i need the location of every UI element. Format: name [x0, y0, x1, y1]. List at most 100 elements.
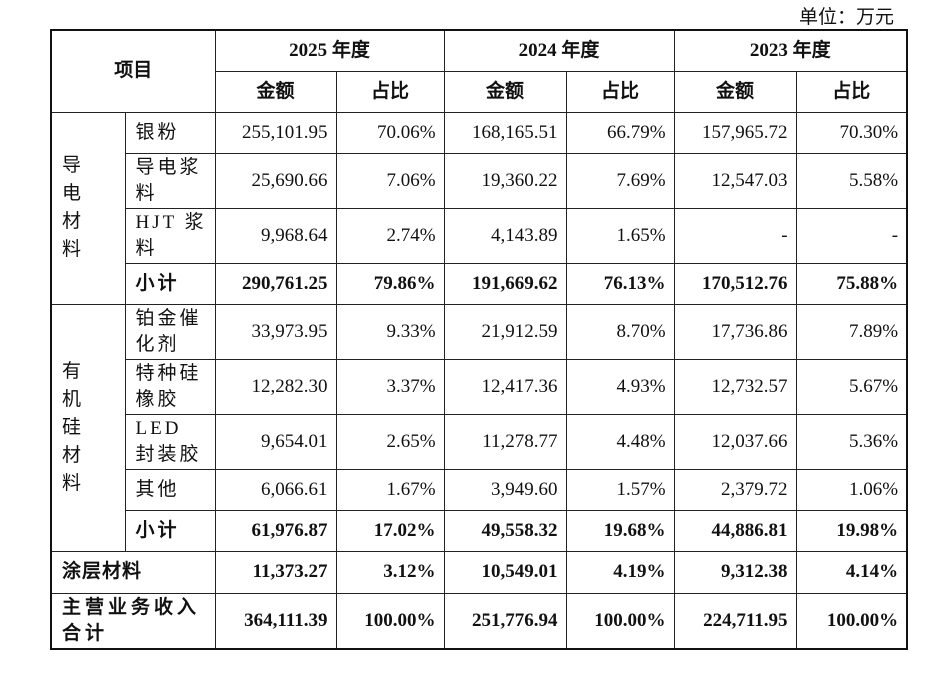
subtotal-row: 小计 290,761.25 79.86% 191,669.62 76.13% 1…: [51, 262, 908, 305]
cell-value: 75.88%: [795, 262, 908, 305]
header-amount: 金额: [214, 70, 337, 113]
cell-value: -: [795, 207, 908, 264]
cell-value: 19.68%: [565, 509, 675, 552]
cell-value: 7.89%: [795, 303, 908, 360]
header-ratio: 占比: [335, 70, 445, 113]
cell-value: 17,736.86: [673, 303, 797, 360]
header-ratio: 占比: [565, 70, 675, 113]
cell-value: 17.02%: [335, 509, 445, 552]
table-row: 导电浆料 25,690.66 7.06% 19,360.22 7.69% 12,…: [51, 152, 908, 209]
cell-value: 12,732.57: [673, 358, 797, 415]
header-ratio: 占比: [795, 70, 908, 113]
row-label: 铂金催化剂: [124, 303, 216, 360]
cell-value: 44,886.81: [673, 509, 797, 552]
row-label: HJT 浆料: [124, 207, 216, 264]
subtotal-row: 小计 61,976.87 17.02% 49,558.32 19.68% 44,…: [51, 509, 908, 552]
cell-value: 5.67%: [795, 358, 908, 415]
cell-value: 70.06%: [335, 111, 445, 154]
table-row: 导电材料 银粉 255,101.95 70.06% 168,165.51 66.…: [50, 111, 908, 305]
row-label: 主营业务收入合计: [50, 592, 216, 650]
cell-value: 157,965.72: [673, 111, 797, 154]
cell-value: 8.70%: [565, 303, 675, 360]
header-item: 项目: [50, 29, 216, 113]
row-label: 导电浆料: [124, 152, 216, 209]
cell-value: 290,761.25: [214, 262, 337, 305]
cell-value: 7.06%: [335, 152, 445, 209]
cell-value: 4,143.89: [443, 207, 567, 264]
cell-value: 1.65%: [565, 207, 675, 264]
cell-value: 12,547.03: [673, 152, 797, 209]
cell-value: 224,711.95: [673, 592, 797, 650]
table-row: LED 封装胶 9,654.01 2.65% 11,278.77 4.48% 1…: [51, 413, 908, 470]
category-silicone: 有机硅材料: [50, 303, 126, 552]
cell-value: 5.58%: [795, 152, 908, 209]
row-label: 小计: [124, 262, 216, 305]
cell-value: 25,690.66: [214, 152, 337, 209]
cell-value: 11,278.77: [443, 413, 567, 470]
cell-value: 251,776.94: [443, 592, 567, 650]
header-year-2024: 2024 年度: [443, 29, 675, 72]
row-label: 小计: [124, 509, 216, 552]
table-row: HJT 浆料 9,968.64 2.74% 4,143.89 1.65% - -: [51, 207, 908, 264]
cell-value: 12,037.66: [673, 413, 797, 470]
cell-value: 49,558.32: [443, 509, 567, 552]
cell-value: 170,512.76: [673, 262, 797, 305]
cell-value: 100.00%: [335, 592, 445, 650]
cell-value: 364,111.39: [214, 592, 337, 650]
unit-label: 单位：万元: [798, 7, 894, 28]
revenue-breakdown-table: 项目 2025 年度 2024 年度 2023 年度 金额 占比 金额 占比 金…: [50, 29, 909, 650]
cell-value: 70.30%: [795, 111, 908, 154]
row-label: 其他: [124, 468, 216, 511]
cell-value: 2,379.72: [673, 468, 797, 511]
cell-value: 9.33%: [335, 303, 445, 360]
cell-value: 4.19%: [565, 550, 675, 594]
total-row: 主营业务收入合计 364,111.39 100.00% 251,776.94 1…: [50, 592, 908, 650]
row-label: 涂层材料: [50, 550, 216, 594]
cell-value: 1.67%: [335, 468, 445, 511]
table-row: 有机硅材料 铂金催化剂 33,973.95 9.33% 21,912.59 8.…: [50, 303, 908, 552]
cell-value: 11,373.27: [214, 550, 337, 594]
cell-value: 12,282.30: [214, 358, 337, 415]
cell-value: 79.86%: [335, 262, 445, 305]
cell-value: 1.06%: [795, 468, 908, 511]
cell-value: 9,968.64: [214, 207, 337, 264]
header-year-2023: 2023 年度: [673, 29, 908, 72]
cell-value: 4.48%: [565, 413, 675, 470]
cell-value: 1.57%: [565, 468, 675, 511]
cell-value: 33,973.95: [214, 303, 337, 360]
cell-value: 12,417.36: [443, 358, 567, 415]
cell-value: 4.14%: [795, 550, 908, 594]
cell-value: 4.93%: [565, 358, 675, 415]
table-row: 其他 6,066.61 1.67% 3,949.60 1.57% 2,379.7…: [51, 468, 908, 511]
cell-value: 3.37%: [335, 358, 445, 415]
cell-value: 100.00%: [795, 592, 908, 650]
row-label: 银粉: [124, 111, 216, 154]
cell-value: 2.74%: [335, 207, 445, 264]
cell-value: 100.00%: [565, 592, 675, 650]
table-row: 特种硅橡胶 12,282.30 3.37% 12,417.36 4.93% 12…: [51, 358, 908, 415]
header-amount: 金额: [443, 70, 567, 113]
cell-value: 5.36%: [795, 413, 908, 470]
cell-value: 6,066.61: [214, 468, 337, 511]
coating-row: 涂层材料 11,373.27 3.12% 10,549.01 4.19% 9,3…: [50, 550, 908, 594]
category-conductive: 导电材料: [50, 111, 126, 305]
cell-value: 3,949.60: [443, 468, 567, 511]
cell-value: -: [673, 207, 797, 264]
cell-value: 76.13%: [565, 262, 675, 305]
header-year-2025: 2025 年度: [214, 29, 445, 72]
cell-value: 168,165.51: [443, 111, 567, 154]
row-label: 特种硅橡胶: [124, 358, 216, 415]
cell-value: 9,654.01: [214, 413, 337, 470]
cell-value: 9,312.38: [673, 550, 797, 594]
cell-value: 255,101.95: [214, 111, 337, 154]
cell-value: 191,669.62: [443, 262, 567, 305]
cell-value: 7.69%: [565, 152, 675, 209]
cell-value: 19,360.22: [443, 152, 567, 209]
cell-value: 21,912.59: [443, 303, 567, 360]
header-amount: 金额: [673, 70, 797, 113]
row-label: LED 封装胶: [124, 413, 216, 470]
cell-value: 19.98%: [795, 509, 908, 552]
cell-value: 66.79%: [565, 111, 675, 154]
cell-value: 3.12%: [335, 550, 445, 594]
cell-value: 10,549.01: [443, 550, 567, 594]
